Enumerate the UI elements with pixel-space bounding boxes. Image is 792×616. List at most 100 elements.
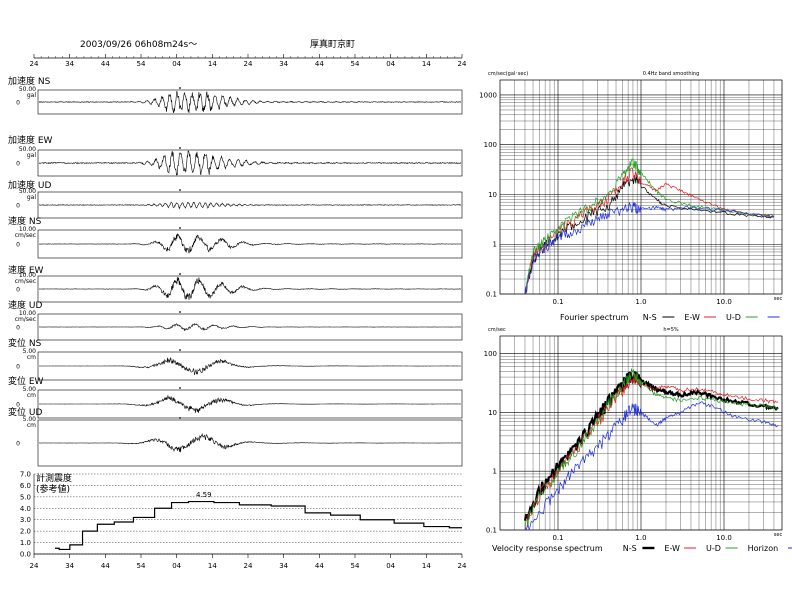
spectrum-y-tick-label: 1 — [493, 241, 497, 249]
spectrum-legend-label: U-D — [726, 313, 741, 322]
waveform-peak-marker — [179, 349, 181, 351]
waveform-scale-top: 50.00 — [19, 86, 36, 93]
waveform-frame — [37, 313, 463, 341]
spectrum-series-line — [524, 157, 775, 292]
waveform-peak-marker — [179, 387, 181, 389]
top-time-axis: 24 34 44 54 04 14 24 34 44 54 04 14 24 — [30, 54, 467, 68]
waveform-trace — [39, 201, 462, 210]
spectrum-x-unit: sec — [774, 296, 783, 302]
waveform-unit: cm/sec — [15, 278, 36, 285]
spectrum-x-tick-label: 0.1 — [552, 298, 563, 306]
waveform-scale-top: 5.00 — [23, 416, 37, 423]
waveform-peak-marker — [179, 147, 181, 149]
waveform-zero: 0 — [16, 287, 20, 294]
spectrum-legend-label: E-W — [664, 544, 680, 553]
waveform-trace — [39, 233, 462, 254]
intensity-x-tick-label: 04 — [386, 562, 395, 570]
waveform-trace — [39, 276, 462, 301]
spectrum-legend-label: E-W — [684, 313, 700, 322]
intensity-x-tick-label: 24 — [30, 562, 39, 570]
waveform-label: 変位 UD — [8, 406, 42, 418]
velocity-response-chart: 0.1 1 10 100 0.1 1.0 10.0 sec cm/sec h=5% Velocity… — [484, 327, 792, 553]
waveform-peak-marker — [179, 227, 181, 229]
top-axis-tick-label: 04 — [386, 60, 395, 68]
spectrum-y-tick-label: 10 — [488, 409, 497, 417]
intensity-x-tick-label: 14 — [422, 562, 431, 570]
waveform-label: 加速度 UD — [8, 179, 51, 191]
intensity-y-tick-label: 0.0 — [20, 551, 31, 559]
fourier-spectrum-chart: 0.1 1 10 100 1000 0.1 1.0 10.0 sec cm/sec(gal･sec… — [479, 71, 782, 322]
spectrum-series-line — [524, 201, 775, 293]
spectrum-series-line — [525, 401, 779, 531]
record-datetime: 2003/09/26 06h08m24s～ — [80, 40, 197, 50]
waveform-zero: 0 — [16, 441, 20, 448]
spectrum-x-tick-label: 10.0 — [716, 298, 732, 306]
intensity-x-tick-label: 04 — [172, 562, 181, 570]
spectrum-series-line — [524, 174, 775, 294]
spectrum-y-tick-label: 100 — [484, 350, 497, 358]
waveform-trace — [39, 432, 462, 453]
waveform-peak-marker — [179, 311, 181, 313]
waveform-scale-top: 50.00 — [19, 146, 36, 153]
spectrum-x-tick-label: 0.1 — [552, 534, 563, 542]
top-axis-tick-label: 54 — [137, 60, 146, 68]
intensity-x-tick-label: 44 — [101, 562, 110, 570]
waveform-label: 加速度 NS — [8, 75, 51, 87]
spectrum-x-tick-label: 10.0 — [716, 534, 732, 542]
waveform-frame — [37, 89, 463, 115]
waveform-frame — [37, 389, 463, 419]
spectrum-y-tick-label: 0.1 — [486, 527, 497, 535]
waveform-trace — [38, 150, 462, 176]
spectrum-series-line — [524, 368, 779, 530]
spectrum-series-line — [524, 167, 775, 295]
waveform-scale-top: 5.00 — [23, 386, 37, 393]
waveform-unit: cm — [27, 354, 36, 361]
spectrum-legend-label: N-S — [643, 313, 657, 322]
top-axis-tick-label: 24 — [30, 60, 39, 68]
waveform-label: 加速度 EW — [8, 134, 53, 146]
waveform-unit: cm/sec — [15, 316, 36, 323]
spectrum-y-unit: cm/sec — [488, 327, 506, 333]
waveform-zero: 0 — [16, 100, 20, 107]
waveform-trace — [38, 395, 461, 413]
waveform-scale-top: 50.00 — [19, 188, 36, 195]
top-axis-tick-label: 14 — [422, 60, 431, 68]
waveform-unit: cm — [27, 422, 36, 429]
intensity-curve — [54, 500, 462, 551]
spectrum-series-line — [524, 374, 779, 532]
waveform-zero: 0 — [16, 203, 20, 210]
intensity-y-tick-label: 3.0 — [20, 516, 31, 524]
waveform-scale-top: 10.00 — [19, 272, 36, 279]
waveform-frame — [37, 149, 463, 177]
intensity-label-1: 計測震度 — [36, 472, 72, 484]
intensity-y-tick-label: 5.0 — [20, 493, 31, 501]
intensity-x-tick-label: 54 — [137, 562, 146, 570]
waveform-zero: 0 — [16, 325, 20, 332]
intensity-x-tick-label: 14 — [208, 562, 217, 570]
intensity-x-tick-label: 24 — [458, 562, 467, 570]
waveform-zero: 0 — [16, 364, 20, 371]
intensity-x-tick-label: 44 — [315, 562, 324, 570]
top-axis-tick-label: 44 — [101, 60, 110, 68]
intensity-y-tick-label: 7.0 — [20, 471, 31, 479]
waveform-trace — [38, 322, 461, 332]
top-axis-tick-label: 24 — [244, 60, 253, 68]
waveform-unit: cm/sec — [15, 232, 36, 239]
spectrum-legend-title: Fourier spectrum — [560, 313, 629, 322]
spectrum-y-unit: cm/sec(gal･sec) — [488, 71, 528, 77]
intensity-x-tick-label: 34 — [279, 562, 288, 570]
waveform-frame — [37, 351, 463, 381]
waveform-peak-marker — [179, 273, 181, 275]
waveform-scale-top: 10.00 — [19, 310, 36, 317]
